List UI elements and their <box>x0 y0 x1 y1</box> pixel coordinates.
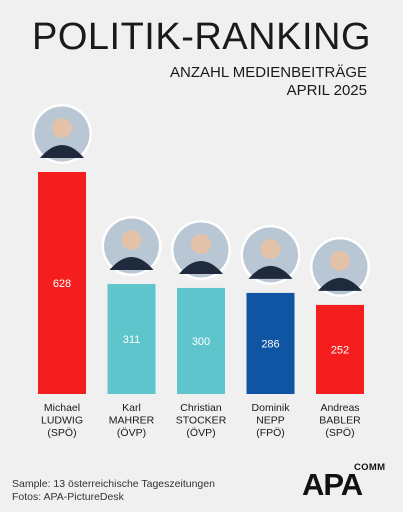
bar <box>316 304 364 394</box>
category-label: Dominik <box>252 402 291 414</box>
avatar-head <box>330 250 350 271</box>
avatar <box>171 219 231 280</box>
category-label: (ÖVP) <box>117 427 146 439</box>
bar-value-label: 628 <box>53 278 71 290</box>
category-label: (ÖVP) <box>186 427 215 439</box>
avatar-head <box>260 238 281 259</box>
category-label: BABLER <box>319 415 361 427</box>
category-label: (SPÖ) <box>325 427 354 439</box>
logo-wordmark: APA <box>302 467 363 502</box>
chart-title: POLITIK-RANKING <box>32 16 371 58</box>
avatar-head <box>52 118 72 138</box>
logo-superscript: COMM <box>354 462 386 473</box>
bar <box>107 284 156 394</box>
bar-value-label: 311 <box>123 334 141 346</box>
bar-value-label: 252 <box>331 344 349 356</box>
avatar-head <box>121 230 142 251</box>
avatar <box>101 216 162 277</box>
avatar-shoulders <box>40 145 84 158</box>
category-label: LUDWIG <box>41 415 83 427</box>
avatar <box>32 104 92 164</box>
avatar-shoulders <box>248 265 293 279</box>
avatar-head <box>191 233 211 254</box>
category-label: STOCKER <box>176 415 227 427</box>
category-label: NEPP <box>256 415 285 427</box>
apa-comm-logo: COMM APA <box>302 462 394 502</box>
avatar-shoulders <box>318 277 362 291</box>
category-label: Christian <box>180 402 222 414</box>
bar <box>177 287 225 394</box>
footer-sample-note: Sample: 13 österreichische Tageszeitunge… <box>12 478 215 490</box>
category-label: Karl <box>122 402 141 414</box>
bar <box>246 292 295 394</box>
bar-value-label: 300 <box>192 336 210 348</box>
category-label: (FPÖ) <box>256 427 285 439</box>
chart-subtitle: ANZAHL MEDIENBEITRÄGE APRIL 2025 <box>170 64 367 100</box>
category-label: MAHRER <box>109 415 155 427</box>
avatar <box>310 236 370 297</box>
category-label: (SPÖ) <box>47 427 76 439</box>
category-label: Andreas <box>320 402 359 414</box>
footer-notes: Sample: 13 österreichische Tageszeitunge… <box>12 478 215 504</box>
avatar-shoulders <box>179 260 223 274</box>
bar <box>38 172 86 394</box>
avatar <box>240 224 301 285</box>
subtitle-line-1: ANZAHL MEDIENBEITRÄGE <box>170 64 367 81</box>
category-label: Michael <box>44 402 80 414</box>
footer-photo-credit: Fotos: APA-PictureDesk <box>12 491 124 503</box>
bar-value-label: 286 <box>261 338 279 350</box>
subtitle-line-2: APRIL 2025 <box>286 82 367 99</box>
avatar-shoulders <box>109 257 154 271</box>
